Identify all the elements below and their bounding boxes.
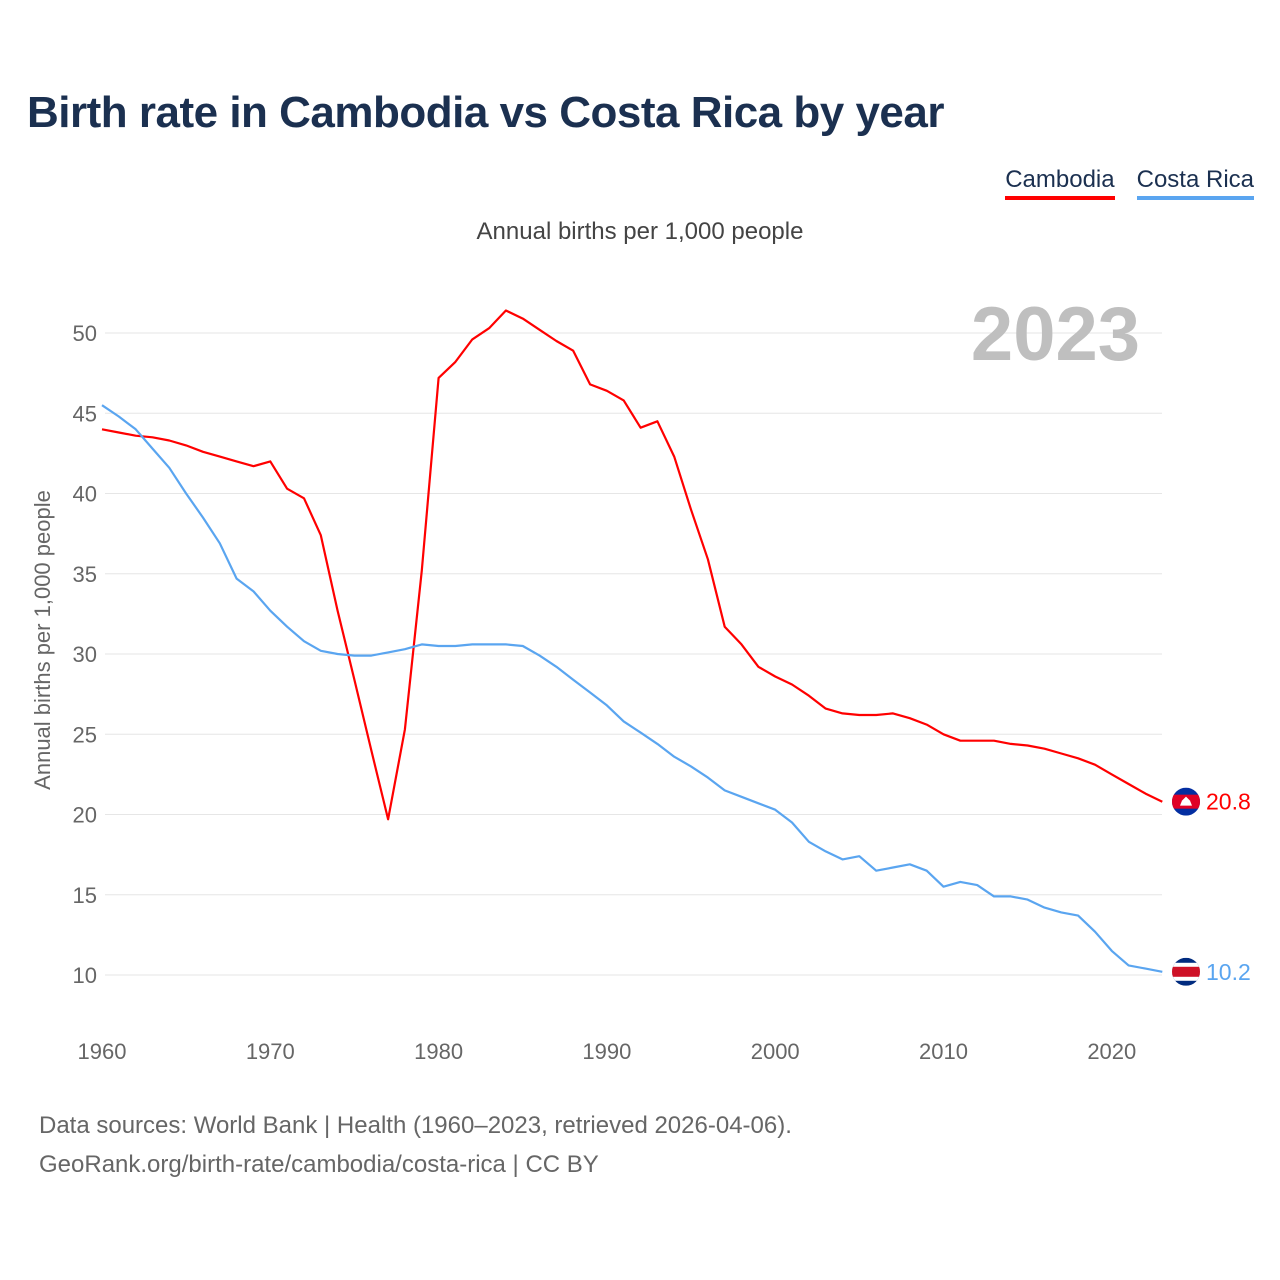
x-tick-label: 1980 <box>414 1039 463 1064</box>
y-tick-label: 30 <box>73 642 97 667</box>
x-tick-label: 2010 <box>919 1039 968 1064</box>
series-line-costa-rica <box>101 404 1163 973</box>
flag-body <box>1172 957 1200 986</box>
y-tick-label: 10 <box>73 963 97 988</box>
legend-item-cambodia[interactable]: Cambodia <box>1005 166 1115 200</box>
source-link[interactable]: GeoRank.org/birth-rate/cambodia/costa-ri… <box>39 1151 599 1178</box>
series-line-cambodia <box>101 309 1163 821</box>
y-tick-label: 25 <box>73 722 97 747</box>
flag-temple <box>1180 796 1192 806</box>
y-tick-label: 40 <box>73 482 97 507</box>
end-value-label: 20.8 <box>1206 789 1251 815</box>
cambodia-flag-icon <box>1172 787 1200 816</box>
flag-red <box>1172 966 1200 977</box>
y-tick-label: 35 <box>73 562 97 587</box>
y-tick-label: 15 <box>73 883 97 908</box>
legend: Cambodia Costa Rica <box>1005 166 1254 200</box>
y-tick-label: 20 <box>73 803 97 828</box>
end-value-label: 10.2 <box>1206 959 1251 985</box>
y-tick-label: 45 <box>73 401 97 426</box>
x-tick-label: 1970 <box>246 1039 295 1064</box>
chart-subtitle: Annual births per 1,000 people <box>476 218 804 245</box>
x-tick-label: 2000 <box>751 1039 800 1064</box>
chart-title: Birth rate in Cambodia vs Costa Rica by … <box>27 88 944 137</box>
footer: Data sources: World Bank | Health (1960–… <box>39 1106 792 1184</box>
y-axis-label: Annual births per 1,000 people <box>30 490 55 790</box>
x-tick-label: 2020 <box>1087 1039 1136 1064</box>
year-label: 2023 <box>971 292 1140 377</box>
x-tick-label: 1990 <box>582 1039 631 1064</box>
y-tick-label: 50 <box>73 321 97 346</box>
costa-rica-flag-icon <box>1172 957 1200 986</box>
x-tick-label: 1960 <box>78 1039 127 1064</box>
flag-body <box>1172 787 1200 816</box>
legend-item-costa-rica[interactable]: Costa Rica <box>1136 166 1254 200</box>
data-source: Data sources: World Bank | Health (1960–… <box>39 1112 792 1139</box>
